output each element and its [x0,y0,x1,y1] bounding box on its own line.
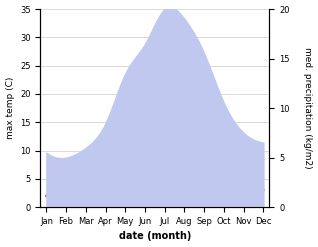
Y-axis label: med. precipitation (kg/m2): med. precipitation (kg/m2) [303,47,313,169]
Y-axis label: max temp (C): max temp (C) [5,77,15,139]
X-axis label: date (month): date (month) [119,231,191,242]
